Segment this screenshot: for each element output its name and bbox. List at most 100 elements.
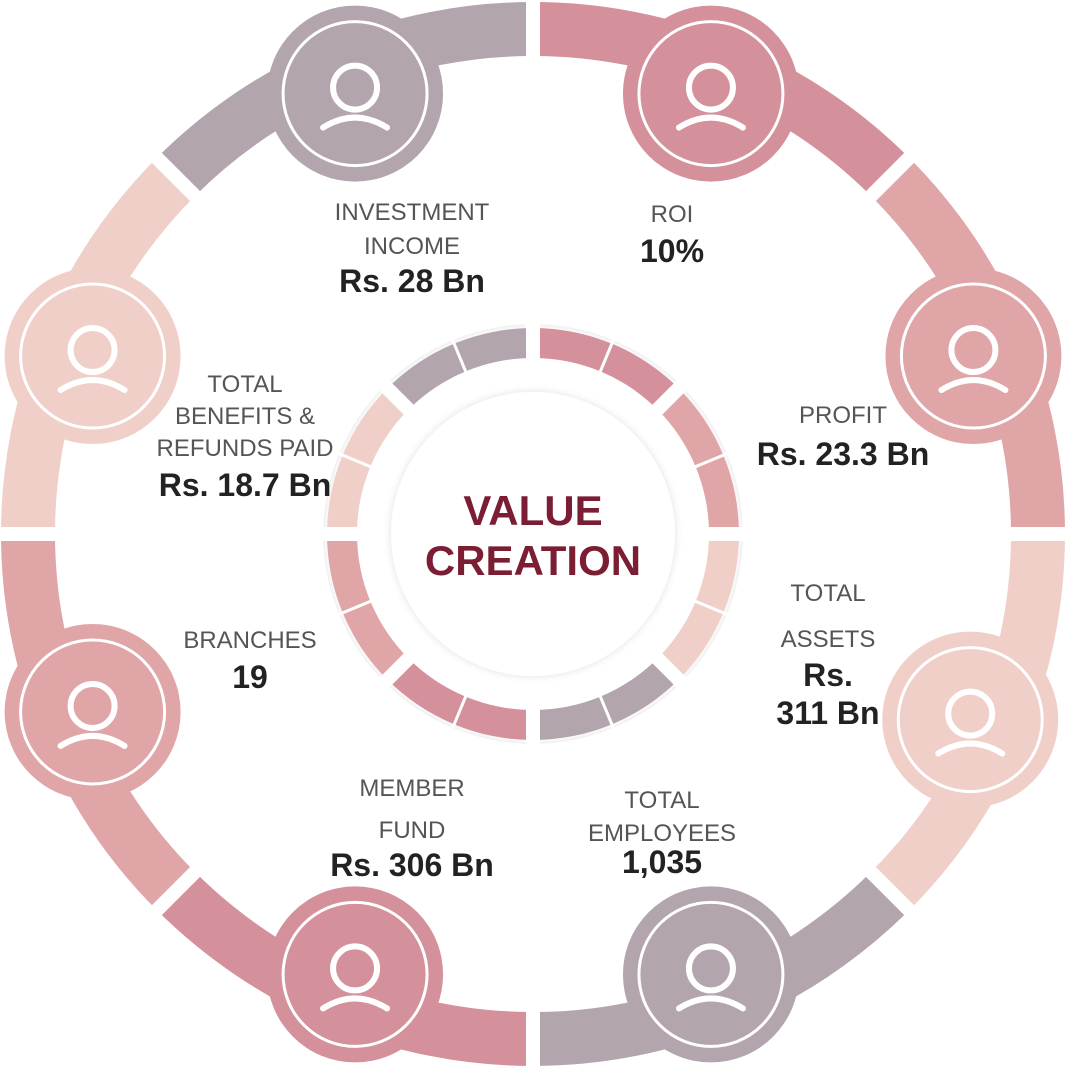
segment-label: BRANCHES [183, 627, 316, 654]
segment-value: Rs. 18.7 Bn [159, 467, 332, 503]
inner-gap [596, 690, 616, 731]
segment-label: MEMBER [359, 775, 464, 802]
inner-band [327, 534, 409, 680]
outer-band [1, 157, 196, 534]
segment-icon [622, 5, 799, 182]
segment-label: ROI [651, 201, 694, 228]
icon-ring [281, 20, 429, 168]
segment-wedge [533, 54, 873, 386]
icon-ring [19, 638, 167, 786]
segment-wedge [193, 54, 533, 386]
segment-label: TOTAL [207, 371, 282, 398]
segment-value: 311 Bn [776, 695, 879, 731]
segment-gap [142, 635, 432, 925]
inner-gap [689, 451, 730, 471]
icon-disc [885, 268, 1062, 445]
segment-label: INCOME [364, 233, 460, 260]
segment-wedge [53, 534, 385, 874]
icon-glyph [948, 325, 999, 376]
icon-glyph-base [935, 740, 1006, 757]
segment-wedge [681, 194, 1013, 534]
icon-glyph [685, 62, 736, 113]
icon-ring [896, 646, 1044, 794]
segment-label: ASSETS [781, 626, 876, 653]
inner-band [657, 534, 740, 680]
inner-gap [450, 690, 470, 731]
icon-ring [899, 282, 1047, 430]
segment-value: 10% [640, 233, 704, 269]
icon-disc [622, 886, 799, 1063]
segment-wedge [533, 682, 873, 1014]
segment-gap [634, 635, 924, 925]
icon-disc [267, 886, 444, 1063]
icon-disc [267, 5, 444, 182]
icon-ring [637, 20, 785, 168]
segment-label: TOTAL [790, 580, 865, 607]
segment-icon [4, 268, 181, 445]
center-title: VALUE [463, 487, 602, 534]
icon-ring [281, 900, 429, 1048]
outer-band [533, 871, 910, 1066]
inner-gap [689, 597, 730, 617]
segment-wedge [53, 194, 385, 534]
segment-label: PROFIT [799, 402, 887, 429]
icon-glyph [330, 943, 381, 994]
icon-ring [19, 282, 167, 430]
icon-glyph [330, 62, 381, 113]
segment-value: Rs. [803, 657, 853, 693]
segment-gap [142, 143, 432, 433]
icon-glyph [945, 688, 996, 739]
segment-icon [885, 268, 1062, 445]
segment-icon [622, 886, 799, 1063]
outer-band [533, 2, 910, 197]
segment-icon [267, 886, 444, 1063]
inner-gap [596, 337, 616, 378]
segment-label: INVESTMENT [335, 199, 490, 226]
segment-value: 1,035 [622, 844, 702, 880]
segment-icon [4, 623, 181, 800]
segment-icon [267, 5, 444, 182]
outer-band [156, 1, 533, 197]
inner-gap [336, 597, 377, 617]
icon-glyph-base [320, 114, 391, 131]
segment-value: Rs. 28 Bn [339, 263, 485, 299]
icon-disc [4, 623, 181, 800]
segment-label: REFUNDS PAID [157, 435, 334, 462]
icon-glyph-base [57, 377, 128, 394]
icon-disc [882, 631, 1059, 808]
segment-label: EMPLOYEES [588, 820, 736, 847]
inner-gap [450, 337, 470, 378]
segment-label: TOTAL [624, 787, 699, 814]
icon-glyph-base [938, 377, 1009, 394]
icon-disc [4, 268, 181, 445]
segment-icon [882, 631, 1059, 808]
inner-band [327, 388, 409, 534]
inner-band [387, 328, 533, 410]
segment-value: 19 [232, 659, 268, 695]
segment-wedge [193, 682, 533, 1014]
inner-band [533, 328, 679, 410]
icon-glyph-base [675, 995, 746, 1012]
icon-ring [637, 900, 785, 1048]
outer-band [870, 157, 1065, 534]
outer-band [156, 871, 533, 1066]
segment-label: FUND [379, 817, 446, 844]
icon-glyph-base [320, 995, 391, 1012]
icon-glyph-base [675, 114, 746, 131]
icon-glyph-base [57, 733, 128, 749]
segment-value: Rs. 306 Bn [330, 847, 494, 883]
icon-glyph [67, 325, 118, 376]
inner-band [387, 658, 533, 740]
center-title: CREATION [425, 537, 641, 584]
icon-glyph [685, 943, 736, 994]
segment-gap [634, 143, 924, 433]
icon-glyph [67, 680, 118, 731]
icon-disc [622, 5, 799, 182]
outer-band [870, 534, 1065, 911]
center-circle [391, 392, 675, 676]
inner-band [533, 658, 679, 740]
inner-band [657, 388, 739, 534]
outer-band [1, 534, 196, 911]
